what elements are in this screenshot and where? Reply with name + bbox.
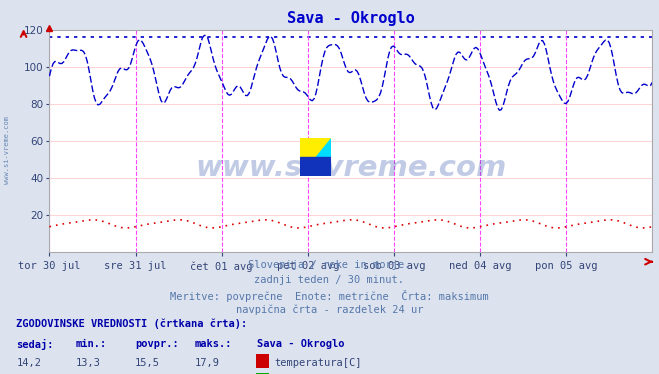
Text: temperatura[C]: temperatura[C] xyxy=(274,358,362,368)
Text: 13,3: 13,3 xyxy=(76,358,101,368)
Polygon shape xyxy=(300,138,331,176)
Text: 15,5: 15,5 xyxy=(135,358,160,368)
Text: ZGODOVINSKE VREDNOSTI (črtkana črta):: ZGODOVINSKE VREDNOSTI (črtkana črta): xyxy=(16,319,248,329)
Text: www.si-vreme.com: www.si-vreme.com xyxy=(195,154,507,182)
Text: Sava - Okroglo: Sava - Okroglo xyxy=(257,339,345,349)
Text: Meritve: povprečne  Enote: metrične  Črta: maksimum: Meritve: povprečne Enote: metrične Črta:… xyxy=(170,290,489,302)
Text: min.:: min.: xyxy=(76,339,107,349)
Text: Slovenija / reke in morje.: Slovenija / reke in morje. xyxy=(248,260,411,270)
Polygon shape xyxy=(300,157,331,176)
Text: zadnji teden / 30 minut.: zadnji teden / 30 minut. xyxy=(254,275,405,285)
Text: povpr.:: povpr.: xyxy=(135,339,179,349)
Text: navpična črta - razdelek 24 ur: navpična črta - razdelek 24 ur xyxy=(236,305,423,315)
Polygon shape xyxy=(300,138,331,176)
Text: 17,9: 17,9 xyxy=(194,358,219,368)
Title: Sava - Okroglo: Sava - Okroglo xyxy=(287,11,415,26)
Text: sedaj:: sedaj: xyxy=(16,339,54,350)
Text: maks.:: maks.: xyxy=(194,339,232,349)
Text: 14,2: 14,2 xyxy=(16,358,42,368)
Text: www.si-vreme.com: www.si-vreme.com xyxy=(3,116,10,184)
